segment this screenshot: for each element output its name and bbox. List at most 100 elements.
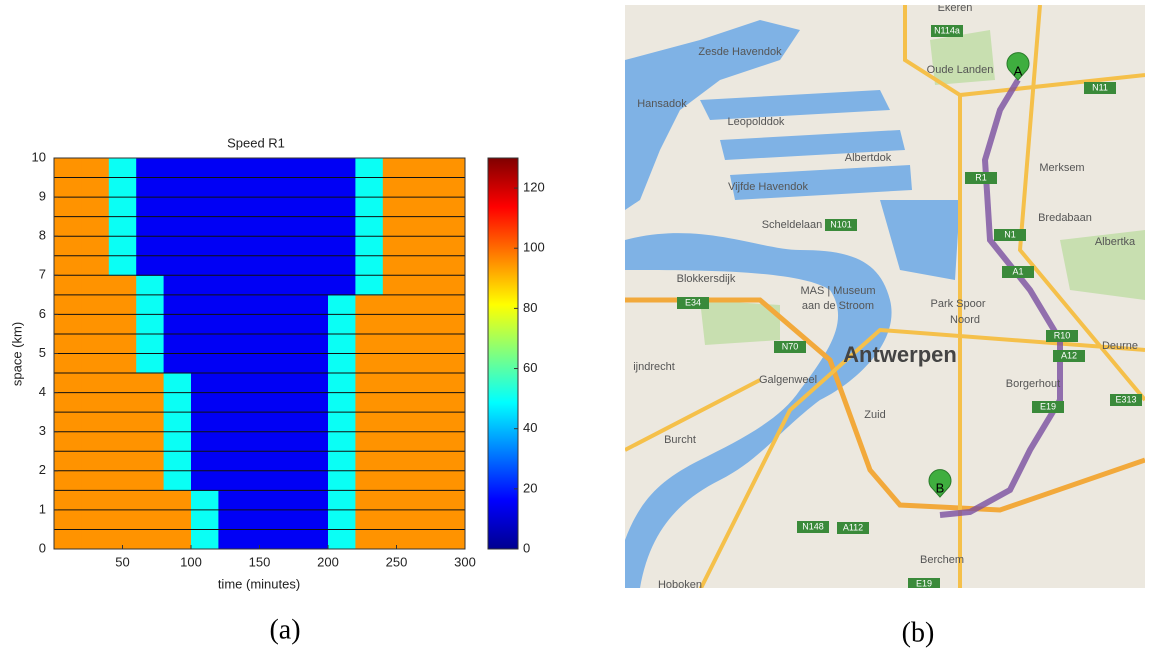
heat-cell: [355, 490, 383, 510]
heat-cell: [355, 236, 383, 256]
heat-cell: [191, 334, 219, 354]
heat-cell: [191, 451, 219, 471]
heat-cell: [81, 510, 109, 530]
heat-cell: [136, 256, 164, 276]
heat-cell: [301, 490, 329, 510]
heat-cell: [438, 256, 466, 276]
heat-cell: [328, 178, 356, 198]
x-tick-label: 100: [180, 554, 202, 569]
heat-cell: [81, 314, 109, 334]
heat-cell: [164, 529, 192, 549]
heat-cell: [273, 451, 301, 471]
road-shield-label: A112: [843, 522, 863, 532]
heat-cell: [164, 197, 192, 217]
heat-cell: [191, 158, 219, 178]
chart-title: Speed R1: [227, 135, 285, 150]
heat-cell: [355, 314, 383, 334]
heat-cell: [246, 354, 274, 374]
heat-cell: [301, 158, 329, 178]
heat-cell: [136, 393, 164, 413]
heat-cell: [218, 158, 246, 178]
heat-cell: [109, 471, 137, 491]
heat-cell: [218, 334, 246, 354]
heat-cell: [218, 256, 246, 276]
heat-cell: [438, 275, 466, 295]
heat-cell: [383, 236, 411, 256]
heat-cell: [81, 295, 109, 315]
colorbar-tick-label: 0: [523, 540, 530, 555]
heat-cell: [301, 451, 329, 471]
heat-cell: [81, 490, 109, 510]
map-label: Deurne: [1102, 340, 1138, 352]
heat-cell: [246, 393, 274, 413]
heat-cell: [54, 295, 82, 315]
heat-cell: [383, 197, 411, 217]
heat-cell: [273, 529, 301, 549]
heat-cell: [328, 275, 356, 295]
heat-cell: [164, 393, 192, 413]
y-tick-label: 3: [39, 423, 46, 438]
heat-cell: [191, 197, 219, 217]
heat-cell: [81, 373, 109, 393]
heat-cell: [246, 451, 274, 471]
heat-cell: [81, 334, 109, 354]
heat-cell: [109, 217, 137, 237]
colorbar: [488, 158, 518, 549]
heat-cell: [54, 373, 82, 393]
heat-cell: [218, 490, 246, 510]
heat-cell: [246, 373, 274, 393]
heat-cell: [328, 510, 356, 530]
y-tick-label: 4: [39, 384, 46, 399]
heat-cell: [218, 314, 246, 334]
heat-cell: [438, 471, 466, 491]
x-tick-label: 150: [249, 554, 271, 569]
heat-cell: [54, 236, 82, 256]
heat-cell: [328, 451, 356, 471]
heat-cell: [328, 197, 356, 217]
heat-cell: [109, 295, 137, 315]
heat-cell: [273, 412, 301, 432]
heat-cell: [355, 432, 383, 452]
heat-cell: [328, 529, 356, 549]
map-label: Vijfde Havendok: [728, 181, 808, 193]
heat-cell: [136, 471, 164, 491]
heat-cell: [273, 275, 301, 295]
road-shield-label: N148: [802, 521, 824, 531]
heat-cell: [410, 178, 438, 198]
heat-cell: [246, 432, 274, 452]
heat-cell: [246, 275, 274, 295]
heat-cell: [246, 412, 274, 432]
heat-cell: [410, 529, 438, 549]
heat-cell: [191, 373, 219, 393]
y-tick-label: 8: [39, 228, 46, 243]
colorbar-tick-label: 20: [523, 480, 537, 495]
road-shield-label: E19: [916, 578, 932, 588]
heat-cell: [273, 354, 301, 374]
heat-cell: [246, 197, 274, 217]
heat-cell: [136, 510, 164, 530]
heat-cell: [273, 471, 301, 491]
map-label: Hansadok: [637, 98, 687, 110]
heat-cell: [164, 217, 192, 237]
heat-cell: [383, 393, 411, 413]
heat-cell: [81, 236, 109, 256]
heat-cell: [54, 334, 82, 354]
heat-cell: [191, 393, 219, 413]
heat-cell: [410, 236, 438, 256]
heat-cell: [218, 217, 246, 237]
y-tick-label: 7: [39, 267, 46, 282]
heat-cell: [109, 314, 137, 334]
heat-cell: [54, 197, 82, 217]
heat-cell: [136, 373, 164, 393]
heat-cell: [136, 412, 164, 432]
heat-cell: [109, 510, 137, 530]
map-label: Leopolddok: [728, 116, 785, 128]
heat-cell: [164, 451, 192, 471]
y-tick-label: 5: [39, 345, 46, 360]
heat-cell: [328, 373, 356, 393]
heat-cell: [301, 412, 329, 432]
heat-cell: [410, 432, 438, 452]
heat-cell: [355, 334, 383, 354]
heat-cell: [328, 217, 356, 237]
heat-cell: [355, 529, 383, 549]
